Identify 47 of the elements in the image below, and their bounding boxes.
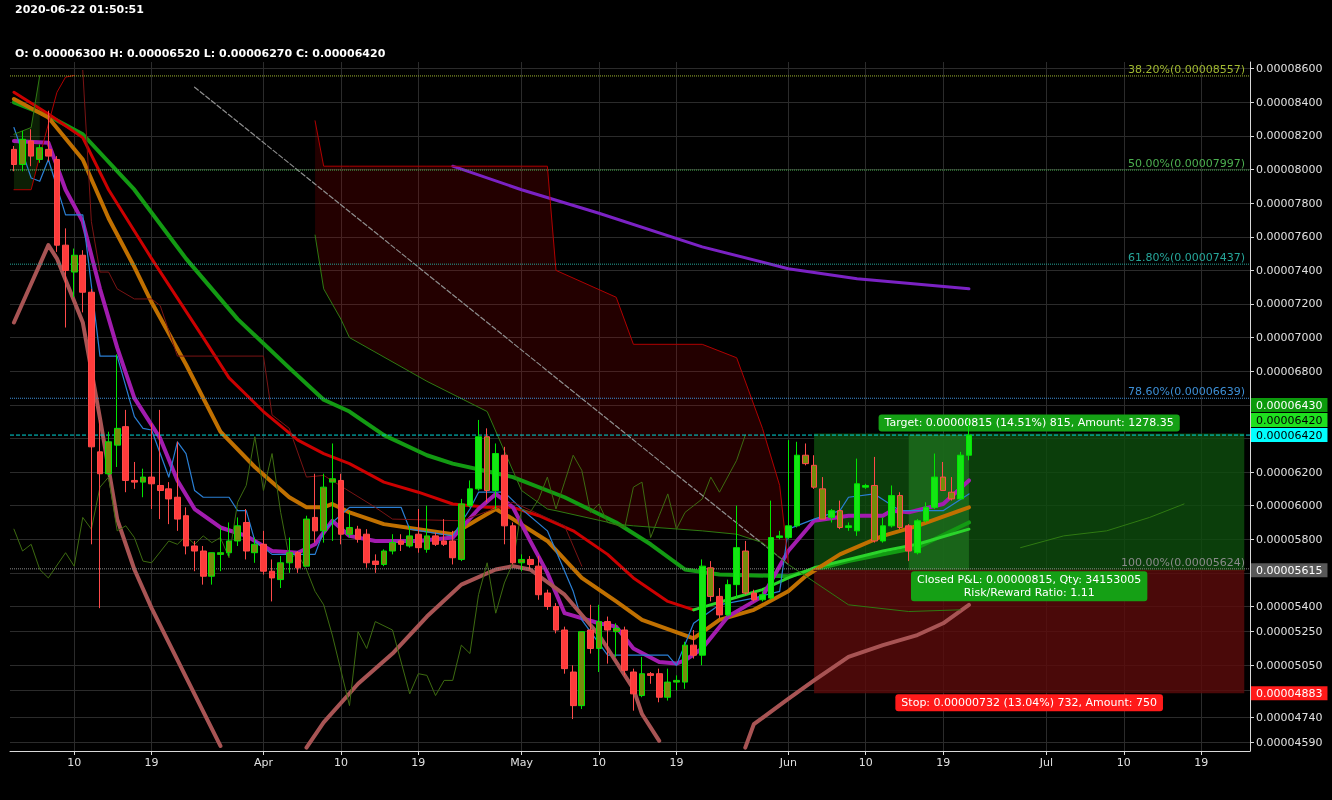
x-tick-label: 10	[858, 756, 873, 769]
y-tick-label: 0.00005050	[1256, 658, 1323, 672]
y-tick-label: 0.00006000	[1256, 499, 1323, 513]
x-tick-label: Jun	[778, 756, 797, 769]
text: O: 0.00006300 H: 0.00006520 L: 0.00006270 C: 0.00006420	[15, 47, 386, 60]
x-tick-label: 19	[1194, 756, 1209, 769]
x-tick-label: 19	[936, 756, 951, 769]
y-tick-label: 0.00007800	[1256, 196, 1323, 210]
x-tick-label: Apr	[253, 756, 274, 769]
y-tick-label: 0.00008400	[1256, 95, 1323, 109]
y-tick-label: 0.00006200	[1256, 465, 1323, 479]
ref-line-label: 78.60%(0.00006639)	[1127, 385, 1245, 399]
y-tick-label: 0.00008200	[1256, 129, 1323, 143]
annotation: Closed P&L: 0.00000815, Qty: 34153005 Risk/Reward Ratio: 1.11	[917, 573, 1142, 600]
x-tick-label: 19	[669, 756, 684, 769]
y-tick-label: 0.00004740	[1256, 710, 1323, 724]
x-tick-label: 10	[591, 756, 606, 769]
y-tick-label: 0.00007000	[1256, 331, 1323, 345]
x-tick-label: 10	[67, 756, 82, 769]
ref-line-label: 38.20%(0.00008557)	[1127, 62, 1245, 76]
y-tick-label: 0.00006800	[1256, 364, 1323, 378]
y-tick-label: 0.00008600	[1256, 62, 1323, 76]
annotation: 0.00006430	[1256, 398, 1323, 412]
annotation: 0.00006420	[1256, 428, 1323, 442]
y-tick-label: 0.00008000	[1256, 163, 1323, 177]
x-tick-label: 19	[411, 756, 426, 769]
y-tick-label: 0.00005800	[1256, 532, 1323, 546]
x-tick-label: May	[510, 756, 534, 769]
y-tick-label: 0.00004590	[1256, 736, 1323, 750]
x-tick-label: 19	[144, 756, 159, 769]
ref-line-label: 100.00%(0.00005624)	[1120, 555, 1245, 569]
x-tick-label: Jul	[1038, 756, 1054, 769]
annotation: 0.00006420	[1256, 413, 1323, 427]
ref-line-label: 61.80%(0.00007437)	[1127, 251, 1245, 265]
y-tick-label: 0.00005400	[1256, 599, 1323, 613]
y-tick-label: 0.00007600	[1256, 230, 1323, 244]
ref-line-label: 50.00%(0.00007997)	[1127, 157, 1245, 171]
annotation: Target: 0.00000815 (14.51%) 815, Amount: 1278.35	[883, 416, 1174, 430]
x-tick-label: 10	[333, 756, 348, 769]
y-tick-label: 0.00007200	[1256, 297, 1323, 311]
annotation: Stop: 0.00000732 (13.04%) 732, Amount: 750	[901, 696, 1157, 710]
y-tick-label: 0.00005250	[1256, 625, 1323, 639]
annotation: 0.00004883	[1256, 686, 1323, 700]
annotation: 0.00005615	[1256, 563, 1323, 577]
y-tick-label: 0.00007400	[1256, 263, 1323, 277]
text: 2020-06-22 01:50:51	[15, 3, 144, 16]
x-tick-label: 10	[1116, 756, 1131, 769]
